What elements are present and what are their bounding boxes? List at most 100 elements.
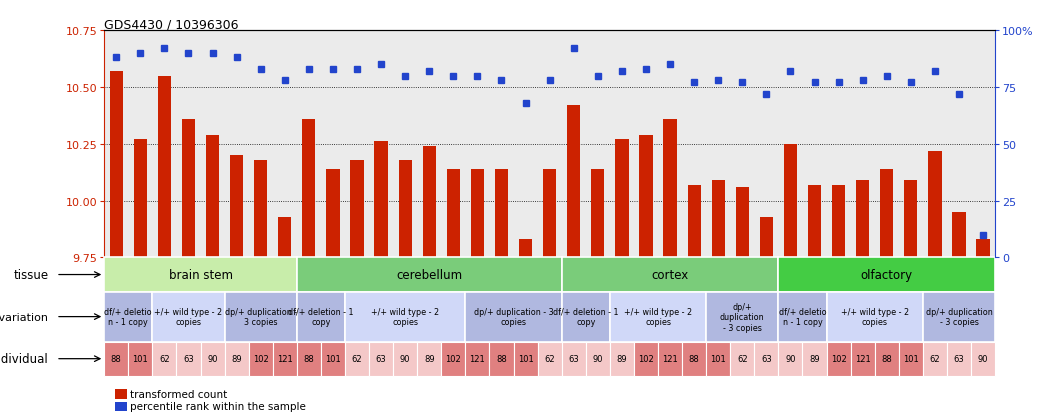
Bar [442,342,466,376]
Bar [880,169,893,258]
Bar [393,342,417,376]
Bar [952,212,966,258]
Bar [808,185,821,258]
Text: 88: 88 [303,354,315,363]
Text: 63: 63 [183,354,194,363]
Text: df/+ deletion - 1
copy: df/+ deletion - 1 copy [289,307,353,327]
Text: +/+ wild type - 2
copies: +/+ wild type - 2 copies [371,307,440,327]
Text: +/+ wild type - 2
copies: +/+ wild type - 2 copies [154,307,223,327]
Bar [543,169,556,258]
Text: df/+ deletion - 1
copy: df/+ deletion - 1 copy [553,307,619,327]
Text: 62: 62 [544,354,555,363]
Bar [417,342,442,376]
Bar [345,342,369,376]
Bar [447,169,460,258]
Text: 63: 63 [376,354,387,363]
Text: 121: 121 [662,354,678,363]
Text: 121: 121 [470,354,486,363]
Bar [586,342,610,376]
Bar [495,169,508,258]
Bar [225,292,297,342]
Bar [514,342,538,376]
Text: 101: 101 [711,354,726,363]
Bar [374,142,388,258]
Bar [157,76,171,258]
Bar [904,181,917,258]
Text: 102: 102 [446,354,462,363]
Bar [615,140,628,258]
Bar [225,342,249,376]
Bar [778,258,995,292]
Text: 89: 89 [617,354,627,363]
Text: percentile rank within the sample: percentile rank within the sample [130,401,306,411]
Text: 101: 101 [518,354,534,363]
Bar [923,292,995,342]
Bar [664,119,676,258]
Bar [784,145,797,258]
Bar [350,160,364,258]
Bar [297,342,321,376]
Text: 121: 121 [277,354,293,363]
Text: 62: 62 [737,354,747,363]
Bar [899,342,923,376]
Text: 101: 101 [903,354,919,363]
Bar [176,342,200,376]
Bar [562,258,778,292]
Bar [562,292,610,342]
Bar [874,342,899,376]
Bar [706,342,730,376]
Bar [206,135,219,258]
Bar [634,342,658,376]
Bar [778,342,802,376]
Bar [519,240,532,258]
Bar [398,160,412,258]
Text: GDS4430 / 10396306: GDS4430 / 10396306 [104,18,239,31]
Bar [297,258,562,292]
Text: 88: 88 [496,354,506,363]
Text: cerebellum: cerebellum [396,268,463,281]
Text: 90: 90 [786,354,796,363]
Bar [736,188,749,258]
Bar [152,292,225,342]
Bar [230,156,243,258]
Bar [182,119,195,258]
Bar [947,342,971,376]
Bar [640,135,652,258]
Text: dp/+ duplication
- 3 copies: dp/+ duplication - 3 copies [925,307,992,327]
Bar [109,72,123,258]
Bar [610,342,634,376]
Bar [471,169,485,258]
Bar [369,342,393,376]
Bar [104,292,152,342]
Text: 63: 63 [568,354,579,363]
Bar [466,342,490,376]
Bar [754,342,778,376]
Text: transformed count: transformed count [130,389,227,399]
Bar [423,147,436,258]
Bar [104,258,297,292]
Text: 62: 62 [159,354,170,363]
Bar [850,342,874,376]
Bar [760,217,773,258]
Bar [857,181,869,258]
Text: 90: 90 [977,354,988,363]
Text: individual: individual [0,352,49,365]
Bar [683,342,706,376]
Text: 89: 89 [231,354,242,363]
Text: dp/+ duplication -
3 copies: dp/+ duplication - 3 copies [225,307,297,327]
Bar [688,185,701,258]
Bar [254,160,268,258]
Text: 89: 89 [424,354,435,363]
Text: 88: 88 [882,354,892,363]
Bar [562,342,586,376]
Bar [278,217,292,258]
Bar [345,292,466,342]
Bar [610,292,706,342]
Bar [730,342,754,376]
Bar [923,342,947,376]
Bar [490,342,514,376]
Text: 88: 88 [110,354,122,363]
Bar [326,169,340,258]
Text: 101: 101 [132,354,148,363]
Text: 62: 62 [929,354,940,363]
